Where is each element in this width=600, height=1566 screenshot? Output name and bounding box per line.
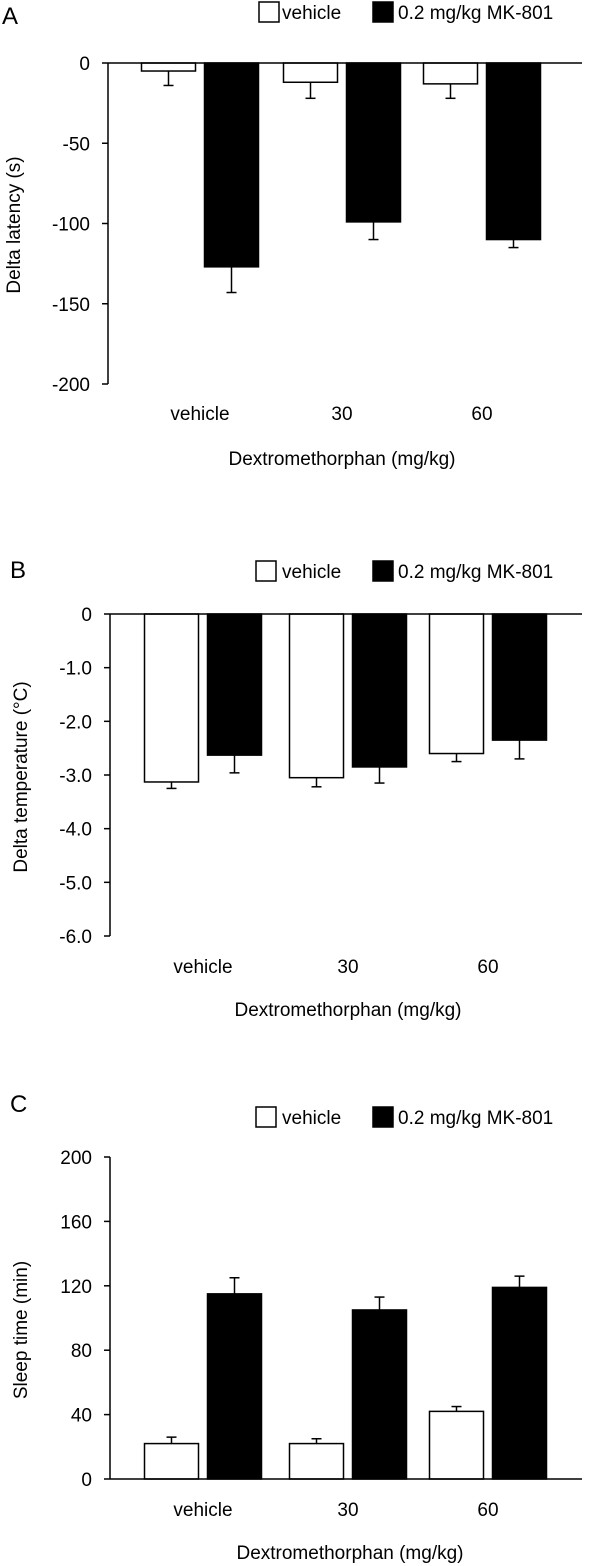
legend-swatch-vehicle	[255, 1106, 277, 1128]
y-tick-label: -4.0	[59, 820, 92, 841]
bar-mk801-30	[351, 613, 408, 768]
legend-swatch-mk801	[372, 1106, 394, 1128]
bar-mk801-60	[491, 1286, 548, 1480]
x-tick-label: 60	[477, 957, 498, 978]
panel-c: C vehicle 0.2 mg/kg MK-801 0 40 80 120 160 20…	[10, 1091, 582, 1564]
y-tick-label: 200	[60, 1148, 92, 1169]
y-axis-title: Sleep time (min)	[11, 1261, 32, 1399]
x-axis-title: Dextromethorphan (mg/kg)	[228, 449, 455, 470]
y-tick-label: 0	[81, 605, 92, 626]
legend-swatch-mk801	[372, 560, 394, 582]
x-tick-label: vehicle	[173, 957, 232, 978]
y-tick-label: 160	[60, 1212, 92, 1233]
panel-letter: C	[10, 1091, 27, 1118]
legend-label-vehicle: vehicle	[282, 1108, 341, 1129]
panel-letter: B	[10, 557, 26, 584]
legend-swatch-mk801	[372, 1, 394, 23]
y-tick-label: 120	[60, 1277, 92, 1298]
y-tick-label: 0	[79, 54, 90, 75]
y-tick-label: 40	[71, 1406, 92, 1427]
y-tick-label: 0	[81, 1470, 92, 1491]
bar-vehicle-30	[288, 1442, 345, 1480]
legend-label-mk801: 0.2 mg/kg MK-801	[398, 3, 553, 24]
y-axis-title: Delta temperature (°C)	[11, 681, 32, 872]
y-tick-label: -2.0	[59, 712, 92, 733]
bar-mk801-30	[351, 1309, 408, 1480]
panel-letter: A	[2, 3, 18, 30]
bar-mk801-60	[485, 62, 542, 241]
bar-mk801-30	[345, 62, 402, 223]
x-tick-label: 30	[337, 957, 358, 978]
bar-vehicle-vehicle	[140, 62, 197, 72]
y-tick-label: -50	[63, 134, 90, 155]
plot-area: 0 -1.0 -2.0 -3.0 -4.0 -5.0 -6.0 vehicle 30 60	[59, 605, 582, 978]
y-tick-label: -3.0	[59, 766, 92, 787]
bar-vehicle-60	[428, 1410, 485, 1480]
y-axis-title: Delta latency (s)	[4, 156, 25, 293]
y-tick-label: -100	[52, 215, 90, 236]
bar-vehicle-60	[428, 613, 485, 755]
plot-area: 0 -50 -100 -150 -200 vehicle 30 60	[52, 54, 582, 425]
bar-vehicle-vehicle	[143, 613, 200, 783]
y-tick-label: -1.0	[59, 659, 92, 680]
legend-label-vehicle: vehicle	[282, 3, 341, 24]
x-axis-title: Dextromethorphan (mg/kg)	[236, 1543, 463, 1564]
x-tick-label: vehicle	[170, 404, 229, 425]
x-tick-label: 60	[477, 1500, 498, 1521]
legend-swatch-vehicle	[255, 560, 277, 582]
y-tick-label: -150	[52, 295, 90, 316]
y-tick-label: 80	[71, 1341, 92, 1362]
panel-b: B vehicle 0.2 mg/kg MK-801 0 -1.0 -2.0 -3.0…	[10, 557, 582, 1021]
bar-mk801-vehicle	[203, 62, 260, 268]
bar-mk801-vehicle	[206, 1293, 263, 1480]
x-tick-label: vehicle	[173, 1500, 232, 1521]
bar-mk801-60	[491, 613, 548, 741]
plot-area: 0 40 80 120 160 200 vehicle 30 60	[60, 1148, 582, 1521]
bar-vehicle-30	[288, 613, 345, 779]
bar-mk801-vehicle	[206, 613, 263, 756]
legend: vehicle 0.2 mg/kg MK-801	[258, 1, 553, 24]
x-axis-title: Dextromethorphan (mg/kg)	[234, 1000, 461, 1021]
legend: vehicle 0.2 mg/kg MK-801	[255, 560, 553, 583]
panel-a: A vehicle 0.2 mg/kg MK-801 0 -50 -100 -150 -…	[2, 1, 582, 470]
legend-label-mk801: 0.2 mg/kg MK-801	[398, 562, 553, 583]
legend-label-mk801: 0.2 mg/kg MK-801	[398, 1108, 553, 1129]
bar-vehicle-30	[282, 62, 339, 84]
x-tick-label: 30	[337, 1500, 358, 1521]
bar-vehicle-60	[422, 62, 479, 85]
legend: vehicle 0.2 mg/kg MK-801	[255, 1106, 553, 1129]
y-tick-label: -200	[52, 375, 90, 396]
x-tick-label: 60	[471, 404, 492, 425]
y-tick-label: -6.0	[59, 927, 92, 948]
bar-vehicle-vehicle	[143, 1442, 200, 1480]
legend-swatch-vehicle	[258, 1, 280, 23]
y-tick-label: -5.0	[59, 873, 92, 894]
x-tick-label: 30	[331, 404, 352, 425]
legend-label-vehicle: vehicle	[282, 562, 341, 583]
